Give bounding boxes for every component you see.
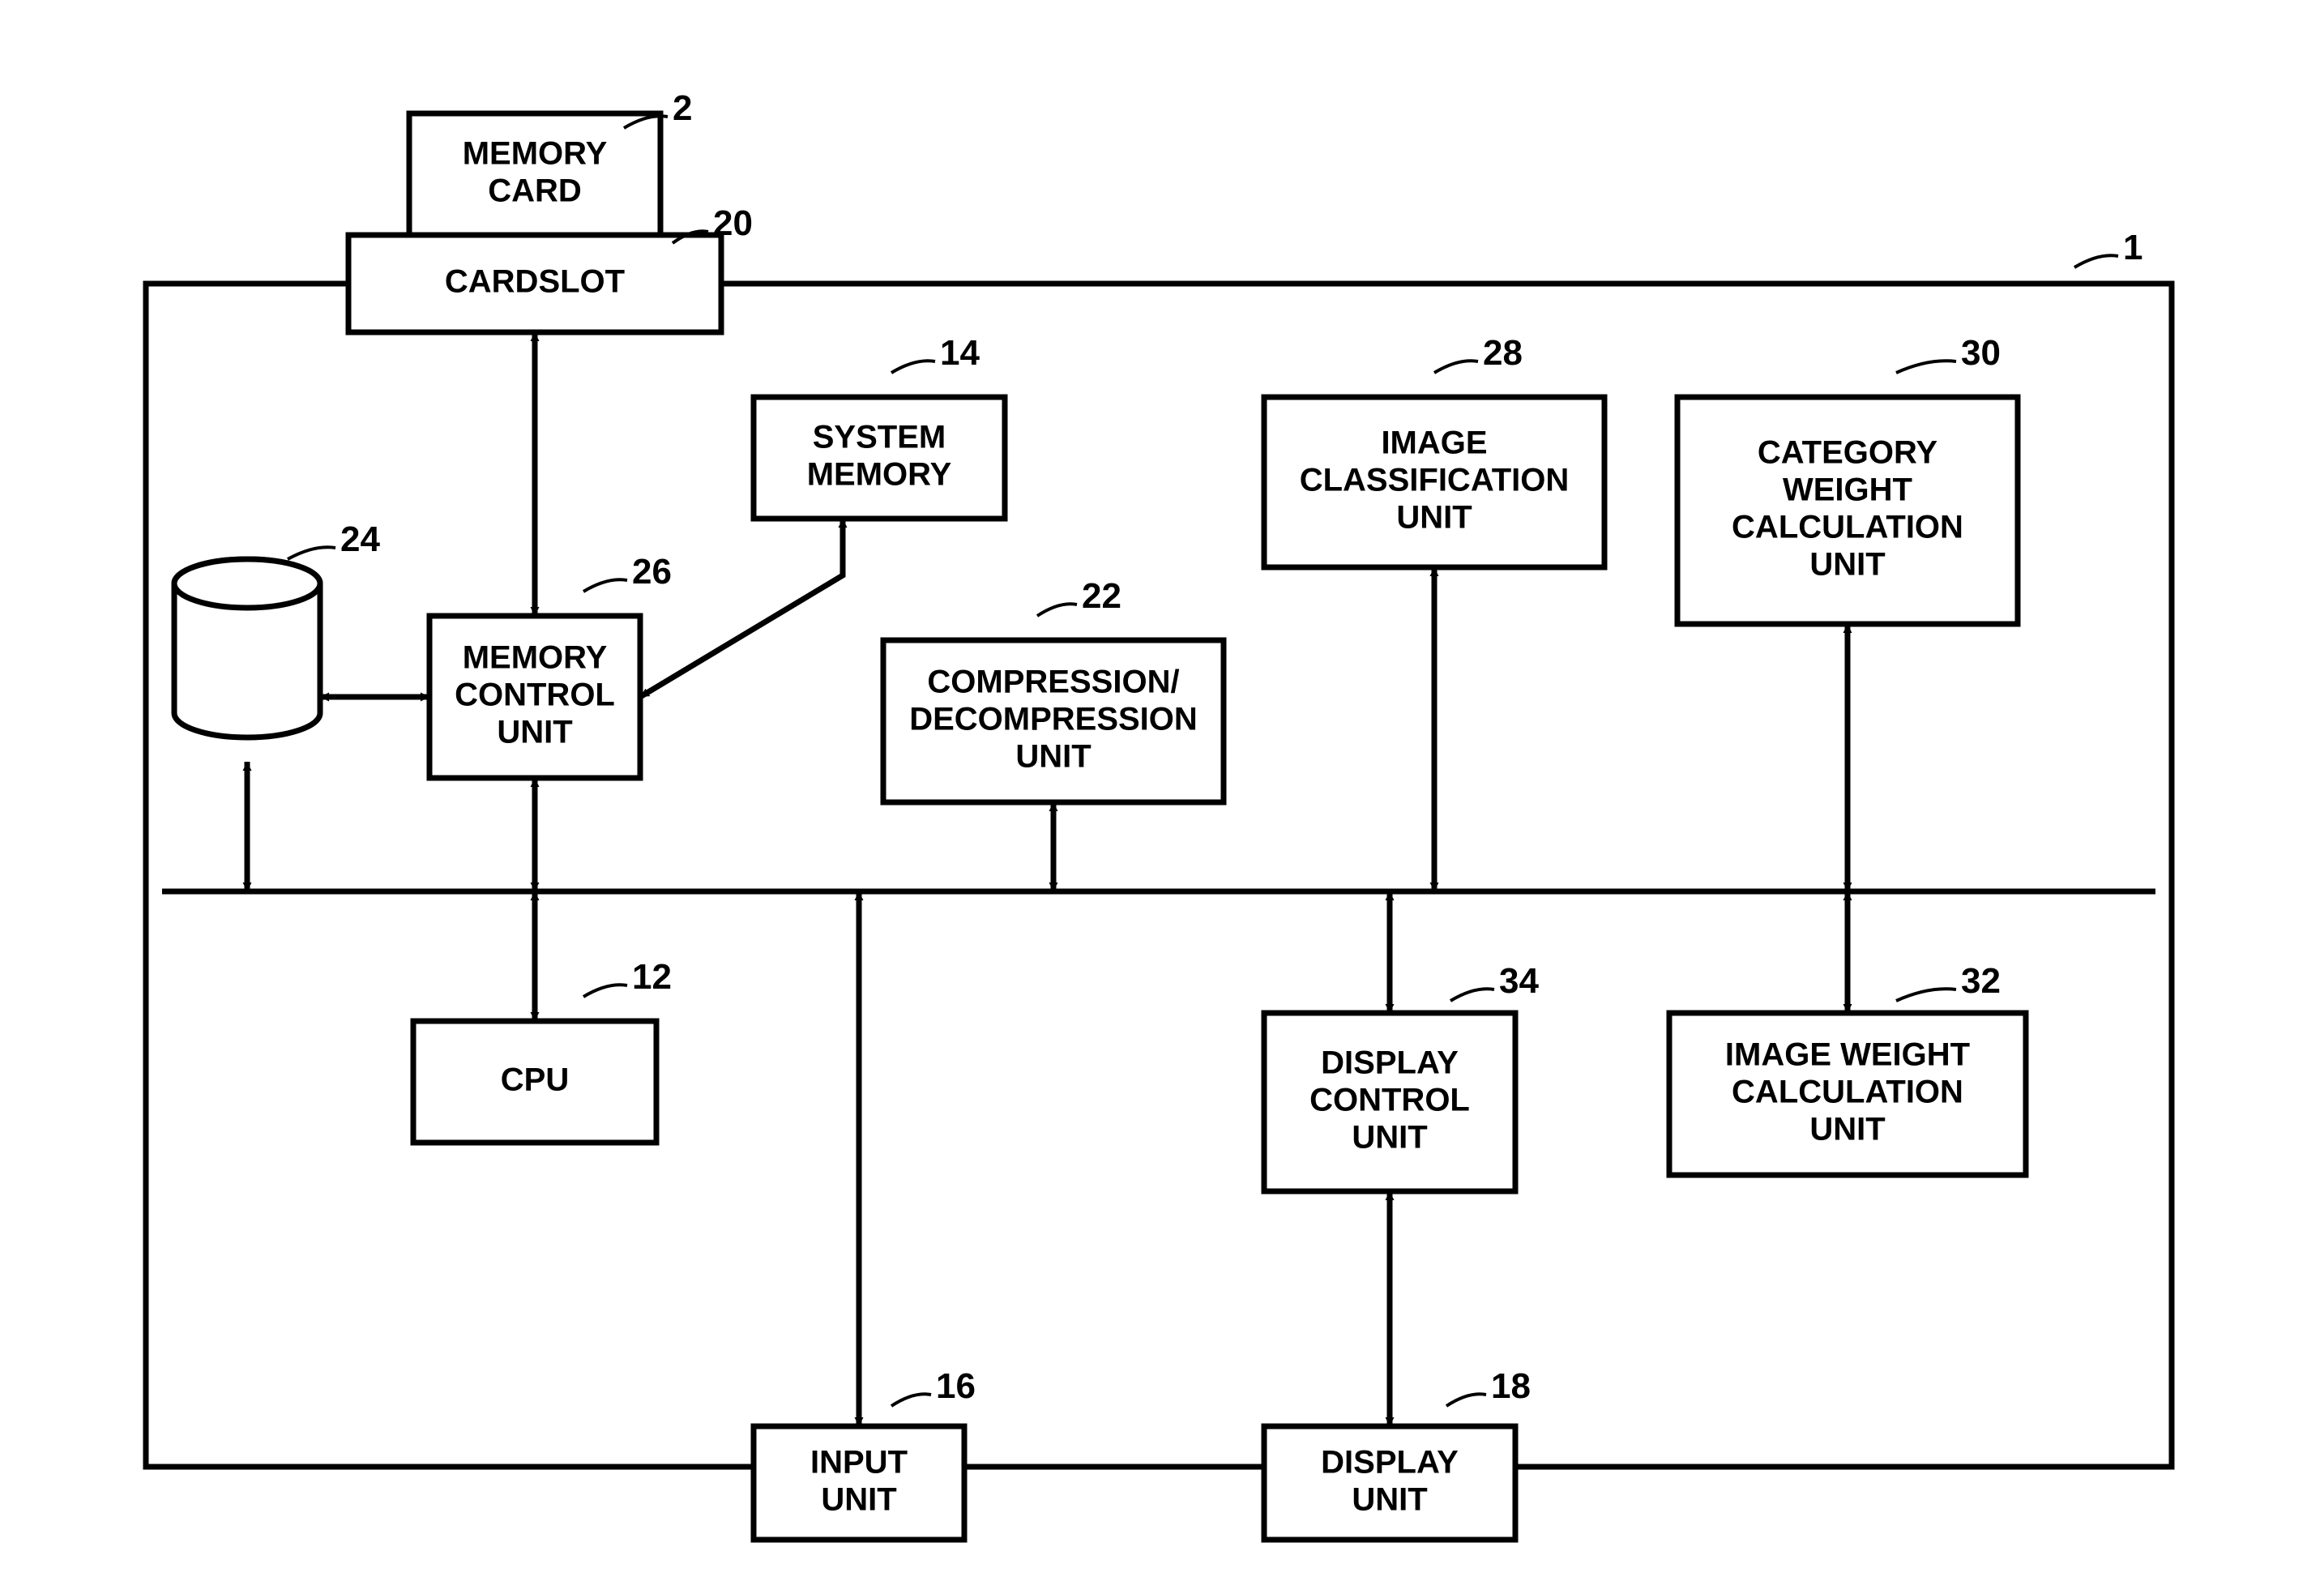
block-diagram: MEMORYCARD2CARDSLOT20SYSTEMMEMORY1424MEM… bbox=[0, 0, 2324, 1577]
catweight-label: CALCULATION bbox=[1732, 510, 1963, 545]
memcard-ref-number: 2 bbox=[673, 88, 692, 128]
sysmem-label: MEMORY bbox=[807, 457, 952, 493]
memctrl-label: CONTROL bbox=[455, 677, 615, 713]
system-ref-leader bbox=[2074, 255, 2118, 267]
memctrl-ref-number: 26 bbox=[632, 552, 672, 592]
memcard-label: CARD bbox=[488, 173, 582, 209]
imgweight-label: IMAGE WEIGHT bbox=[1725, 1037, 1970, 1073]
system-ref-number: 1 bbox=[2123, 228, 2142, 267]
display-label: UNIT bbox=[1352, 1482, 1427, 1518]
cpu-ref-number: 12 bbox=[632, 957, 672, 997]
memctrl-label: MEMORY bbox=[463, 640, 608, 676]
cpu-label: CPU bbox=[501, 1062, 569, 1098]
memcard-label: MEMORY bbox=[463, 136, 608, 172]
storage-cylinder bbox=[174, 559, 320, 737]
imgweight-label: UNIT bbox=[1809, 1112, 1885, 1147]
catweight-ref-number: 30 bbox=[1961, 333, 2001, 373]
comp-ref-number: 22 bbox=[1082, 576, 1121, 616]
dispctrl-ref-number: 34 bbox=[1499, 961, 1539, 1001]
input-ref-number: 16 bbox=[936, 1366, 976, 1406]
catweight-label: CATEGORY bbox=[1758, 435, 1938, 471]
imgweight-ref-number: 32 bbox=[1961, 961, 2001, 1001]
imgclass-label: CLASSIFICATION bbox=[1300, 463, 1570, 498]
catweight-label: UNIT bbox=[1809, 547, 1885, 583]
dispctrl-label: DISPLAY bbox=[1321, 1045, 1459, 1081]
imgclass-ref-number: 28 bbox=[1483, 333, 1523, 373]
memctrl-label: UNIT bbox=[497, 715, 572, 750]
comp-label: COMPRESSION/ bbox=[927, 665, 1179, 700]
hdd-ref-number: 24 bbox=[340, 519, 380, 559]
comp-label: UNIT bbox=[1015, 739, 1091, 775]
cardslot-ref-number: 20 bbox=[713, 203, 753, 243]
dispctrl-label: UNIT bbox=[1352, 1120, 1427, 1156]
imgclass-label: IMAGE bbox=[1381, 425, 1487, 461]
display-ref-number: 18 bbox=[1491, 1366, 1531, 1406]
dispctrl-label: CONTROL bbox=[1309, 1083, 1470, 1118]
imgclass-label: UNIT bbox=[1396, 500, 1472, 536]
input-label: INPUT bbox=[810, 1445, 908, 1481]
imgweight-label: CALCULATION bbox=[1732, 1075, 1963, 1110]
input-label: UNIT bbox=[821, 1482, 896, 1518]
display-label: DISPLAY bbox=[1321, 1445, 1459, 1481]
sysmem-label: SYSTEM bbox=[813, 420, 946, 455]
catweight-label: WEIGHT bbox=[1783, 472, 1912, 508]
cardslot-label: CARDSLOT bbox=[445, 264, 625, 300]
sysmem-ref-number: 14 bbox=[940, 333, 980, 373]
comp-label: DECOMPRESSION bbox=[909, 702, 1198, 737]
